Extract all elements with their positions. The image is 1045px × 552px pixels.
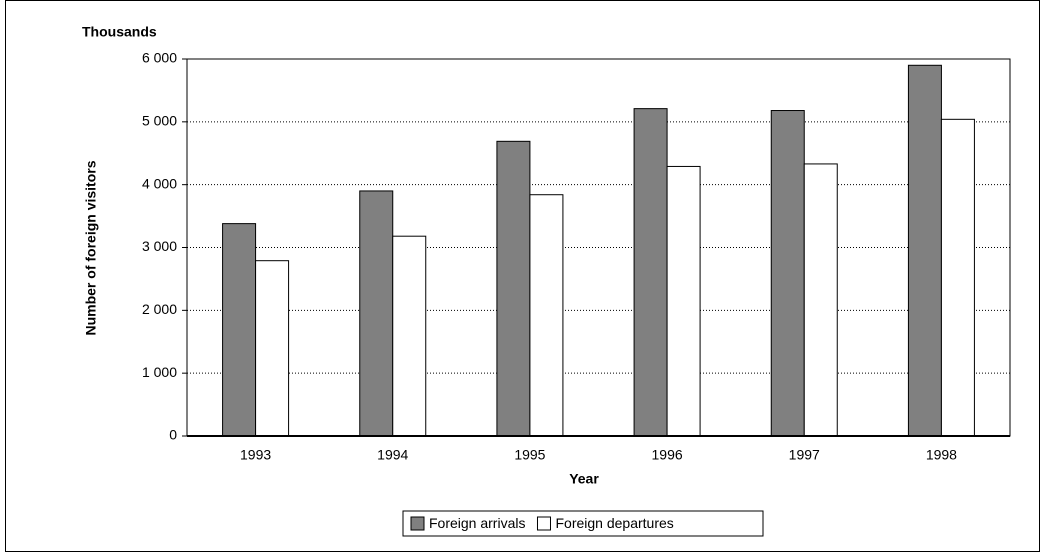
bar xyxy=(255,260,290,437)
x-axis-label: Year xyxy=(569,471,599,487)
bar xyxy=(633,108,668,437)
legend-label: Foreign departures xyxy=(555,515,673,531)
bar xyxy=(803,163,838,437)
legend-box xyxy=(402,510,764,537)
x-tick-label: 1995 xyxy=(514,447,545,463)
x-tick-label: 1993 xyxy=(240,447,271,463)
bar xyxy=(907,64,942,437)
y-tick-label: 5 000 xyxy=(142,113,177,129)
y-tick-label: 3 000 xyxy=(142,238,177,254)
bar xyxy=(359,190,394,437)
bar xyxy=(222,223,257,437)
x-tick-label: 1996 xyxy=(652,447,683,463)
bar xyxy=(529,194,564,437)
x-tick-label: 1998 xyxy=(926,447,957,463)
bar xyxy=(940,118,975,437)
x-tick-label: 1997 xyxy=(789,447,820,463)
y-tick-label: 1 000 xyxy=(142,364,177,380)
legend-label: Foreign arrivals xyxy=(429,515,525,531)
bar xyxy=(770,110,805,437)
legend-swatch xyxy=(536,516,551,531)
unit-label: Thousands xyxy=(82,24,157,40)
y-tick-label: 4 000 xyxy=(142,175,177,191)
bar xyxy=(496,140,531,437)
legend-swatch xyxy=(410,516,425,531)
y-tick-label: 0 xyxy=(169,427,177,443)
x-tick-label: 1994 xyxy=(377,447,408,463)
y-tick-label: 2 000 xyxy=(142,301,177,317)
y-tick-label: 6 000 xyxy=(142,50,177,66)
bar xyxy=(392,235,427,437)
y-axis-label: Number of foreign visitors xyxy=(83,160,99,335)
bar xyxy=(666,165,701,437)
